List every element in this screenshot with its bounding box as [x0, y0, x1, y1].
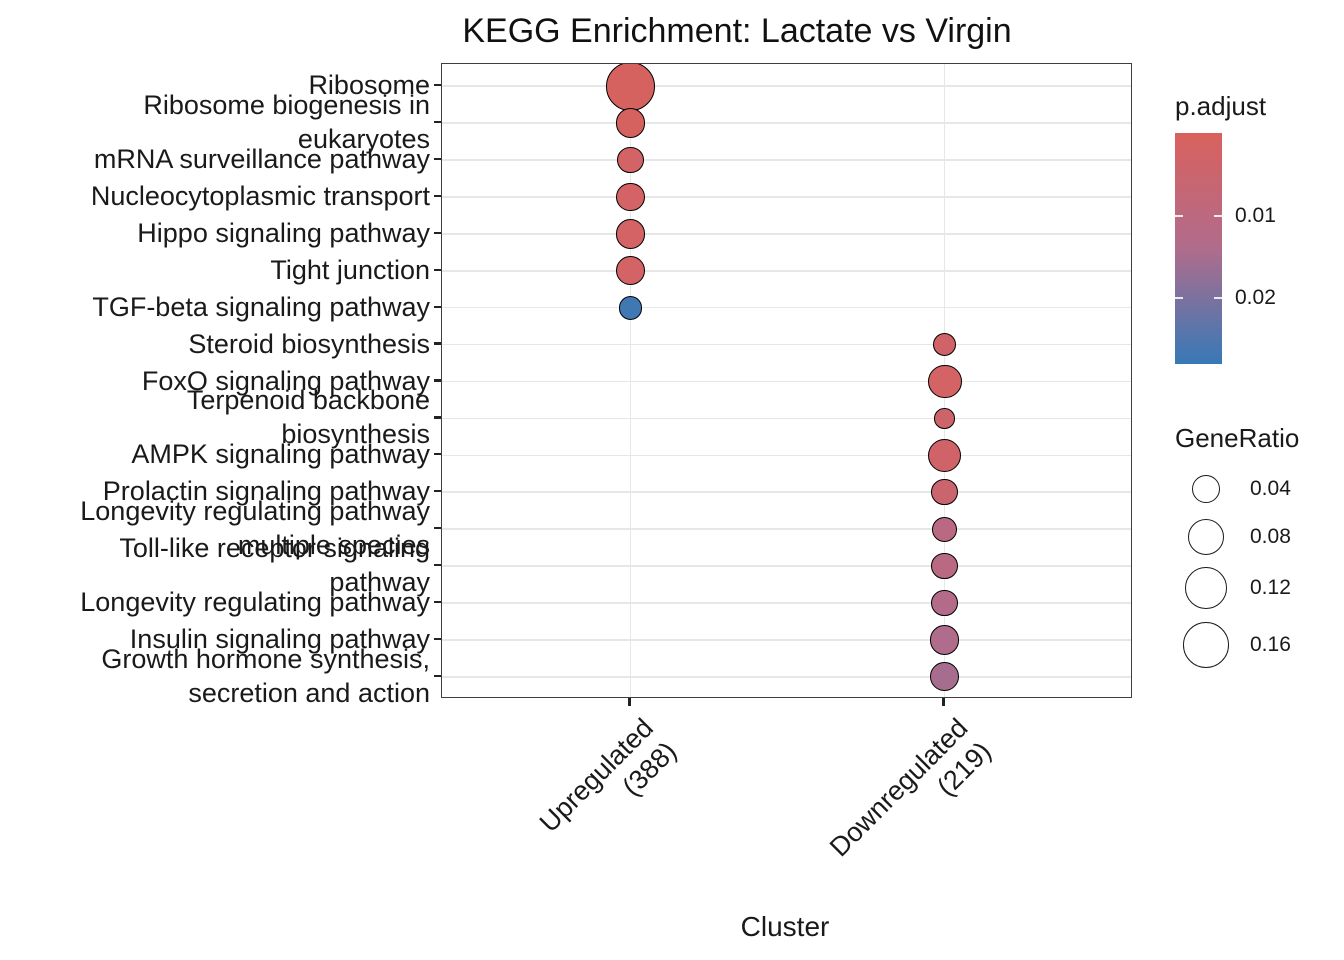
gridline-horizontal: [442, 85, 1131, 87]
y-axis-tick: [434, 305, 441, 308]
gridline-horizontal: [442, 602, 1131, 604]
data-point: [929, 625, 960, 655]
y-axis-label: Growth hormone synthesis, secretion and …: [101, 643, 430, 708]
gene-ratio-legend-label: 0.16: [1250, 633, 1291, 656]
data-point: [615, 218, 646, 249]
y-axis-label: mRNA surveillance pathway: [93, 143, 430, 174]
colorbar-tick-label: 0.02: [1235, 286, 1276, 309]
gene-ratio-legend-label: 0.08: [1250, 525, 1291, 548]
legend-title-p-adjust: p.adjust: [1175, 91, 1267, 121]
p-adjust-colorbar: [1175, 133, 1222, 364]
gene-ratio-legend-label: 0.04: [1250, 477, 1291, 500]
colorbar-tick: [1214, 214, 1222, 217]
gridline-horizontal: [442, 122, 1131, 124]
plot-panel: [441, 63, 1132, 698]
gene-ratio-legend-circle: [1185, 567, 1227, 609]
gridline-horizontal: [442, 159, 1131, 161]
y-axis-label: Tight junction: [270, 254, 430, 285]
gridline-horizontal: [442, 380, 1131, 383]
y-axis-label: Longevity regulating pathway multiple sp…: [80, 496, 430, 561]
gridline-horizontal: [442, 639, 1131, 641]
chart-title: KEGG Enrichment: Lactate vs Virgin: [462, 12, 1012, 50]
data-point: [927, 364, 962, 399]
y-axis-label: Longevity regulating pathway: [80, 587, 430, 617]
gridline-horizontal: [442, 233, 1131, 235]
data-point: [931, 589, 958, 617]
y-axis-tick: [434, 637, 441, 641]
data-point: [932, 516, 957, 542]
y-axis-tick: [434, 527, 441, 530]
colorbar-tick: [1214, 297, 1222, 299]
y-axis-label: Ribosome biogenesis in eukaryotes: [143, 90, 430, 155]
y-axis-tick: [434, 490, 441, 493]
data-point: [932, 332, 957, 357]
gridline-horizontal: [442, 676, 1131, 678]
x-axis-tick: [628, 698, 631, 706]
data-point: [616, 256, 645, 286]
gridline-horizontal: [442, 306, 1131, 309]
data-point: [618, 295, 643, 320]
x-axis-tick: [942, 698, 945, 706]
y-axis-label: AMPK signaling pathway: [131, 439, 430, 470]
gridline-horizontal: [442, 196, 1131, 198]
colorbar-tick: [1175, 297, 1183, 299]
y-axis-label: FoxO signaling pathway: [141, 365, 430, 396]
gridline-horizontal: [442, 454, 1131, 457]
x-axis-label: Downregulated (219): [823, 712, 997, 863]
y-axis-tick: [434, 563, 441, 567]
y-axis-tick: [434, 600, 441, 604]
data-point: [934, 408, 955, 429]
gridline-horizontal: [442, 491, 1131, 494]
y-axis-tick: [434, 84, 441, 87]
y-axis-label: Terpenoid backbone biosynthesis: [186, 385, 430, 450]
y-axis-label: Prolactin signaling pathway: [102, 476, 430, 507]
colorbar-tick-label: 0.01: [1235, 203, 1276, 227]
gene-ratio-legend-circle: [1188, 519, 1224, 555]
gene-ratio-legend-circle: [1191, 474, 1221, 504]
colorbar-tick: [1175, 214, 1183, 217]
y-axis-tick: [434, 674, 441, 677]
gridline-vertical: [629, 64, 632, 697]
data-point: [927, 438, 962, 473]
data-point: [606, 64, 655, 111]
gridline-horizontal: [442, 565, 1131, 567]
y-axis-tick: [434, 416, 441, 419]
y-axis-label: Toll-like receptor signaling pathway: [119, 533, 430, 598]
y-axis-tick: [434, 268, 441, 271]
y-axis-label: Ribosome: [308, 70, 430, 101]
y-axis-tick: [434, 120, 441, 124]
y-axis-tick: [434, 194, 441, 197]
y-axis-tick: [434, 231, 441, 234]
y-axis-label: Steroid biosynthesis: [188, 328, 430, 359]
gridline-horizontal: [442, 417, 1131, 420]
x-axis-title: Cluster: [740, 911, 830, 942]
data-point: [931, 552, 958, 580]
gridline-horizontal: [442, 528, 1131, 530]
data-point: [616, 182, 645, 212]
y-axis-label: Hippo signaling pathway: [137, 217, 430, 248]
legend-title-gene-ratio: GeneRatio: [1175, 423, 1300, 453]
data-point: [617, 146, 644, 174]
data-point: [930, 662, 959, 692]
data-point: [931, 479, 958, 506]
y-axis-tick: [434, 379, 441, 382]
gene-ratio-legend-circle: [1182, 621, 1230, 669]
y-axis-tick: [434, 453, 441, 456]
data-point: [615, 108, 646, 138]
y-axis-tick: [434, 342, 441, 345]
gene-ratio-legend-label: 0.12: [1250, 576, 1291, 599]
y-axis-label: Nucleocytoplasmic transport: [90, 180, 430, 211]
y-axis-label: Insulin signaling pathway: [129, 623, 430, 654]
x-axis-label: Upregulated (388): [534, 712, 683, 838]
y-axis-label: TGF-beta signaling pathway: [92, 291, 430, 322]
y-axis-tick: [434, 157, 441, 161]
gridline-horizontal: [442, 343, 1131, 346]
gridline-horizontal: [442, 269, 1131, 272]
